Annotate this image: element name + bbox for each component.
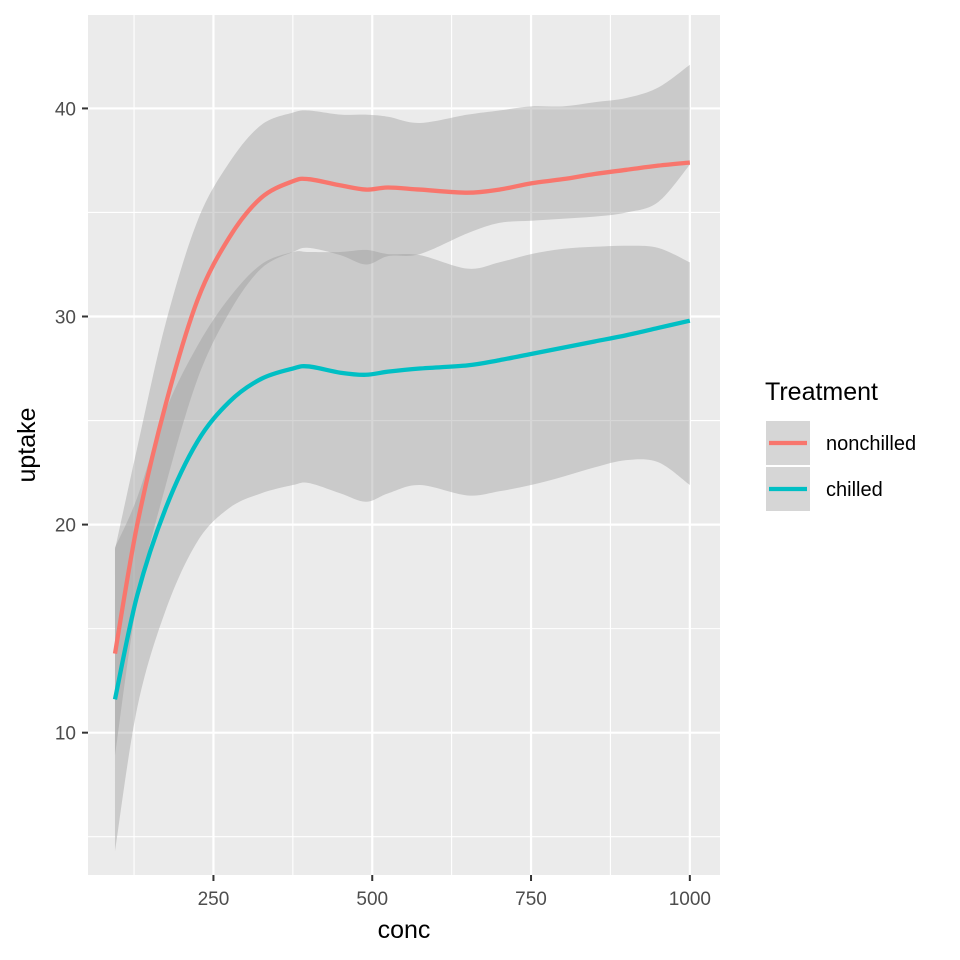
y-tick-label: 10	[55, 724, 76, 745]
confidence-band-nonchilled	[114, 64, 690, 756]
x-axis-ticks: 250 500 750 1000	[198, 875, 711, 910]
x-tick-label: 500	[356, 889, 388, 910]
legend-label-nonchilled: nonchilled	[826, 433, 916, 455]
x-axis-title: conc	[378, 916, 431, 944]
legend-title: Treatment	[765, 378, 878, 406]
legend: Treatment nonchilled chilled	[764, 378, 916, 513]
y-axis-title: uptake	[13, 407, 41, 482]
series-lines	[112, 160, 691, 700]
confidence-band-chilled	[114, 245, 690, 852]
series-line-chilled	[112, 318, 691, 700]
y-tick-label: 20	[55, 516, 76, 537]
confidence-bands	[114, 64, 690, 852]
series-line-nonchilled	[112, 160, 691, 654]
x-tick-label: 250	[198, 889, 230, 910]
y-tick-label: 30	[55, 308, 76, 329]
x-tick-label: 1000	[669, 889, 711, 910]
legend-items: nonchilled chilled	[764, 419, 916, 513]
legend-label-chilled: chilled	[826, 479, 883, 501]
y-tick-label: 40	[55, 99, 76, 120]
x-tick-label: 750	[515, 889, 547, 910]
y-axis-ticks: 10 20 30 40	[55, 99, 88, 745]
